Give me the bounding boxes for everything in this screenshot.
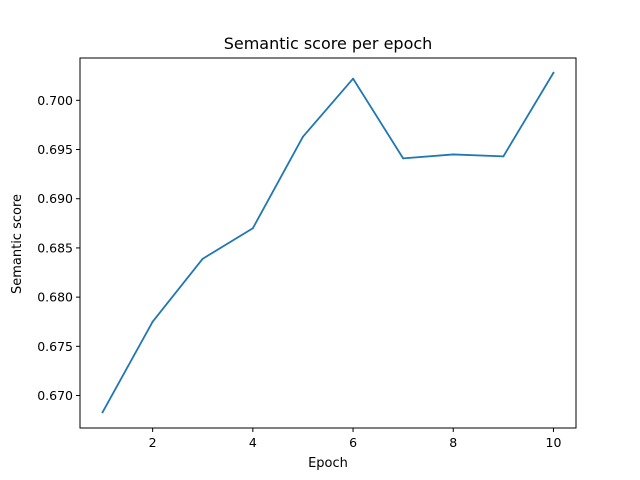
data-point xyxy=(502,155,505,158)
data-point xyxy=(452,153,455,156)
y-axis-label: Semantic score xyxy=(10,194,25,294)
data-point xyxy=(552,71,555,74)
y-tick-label: 0.685 xyxy=(37,240,73,255)
data-point xyxy=(151,320,154,323)
x-tick-label: 2 xyxy=(149,435,157,450)
data-point xyxy=(402,157,405,160)
y-tick-label: 0.670 xyxy=(37,388,73,403)
axes-frame xyxy=(79,57,577,429)
y-tick-label: 0.690 xyxy=(37,191,73,206)
x-tick-label: 10 xyxy=(546,435,562,450)
data-point xyxy=(302,135,304,138)
y-tick-label: 0.675 xyxy=(37,339,73,354)
y-tick-label: 0.680 xyxy=(37,290,73,305)
x-tick-label: 6 xyxy=(349,435,357,450)
data-point xyxy=(201,257,204,260)
series-line-0 xyxy=(101,71,555,414)
data-point xyxy=(251,227,254,230)
x-axis-label: Epoch xyxy=(308,456,348,471)
plot-area: 2 4 6 8 10 0.670 0.675 0.680 0.685 0.690 0.695 0.70… xyxy=(37,57,577,450)
y-tick-label: 0.700 xyxy=(37,93,73,108)
y-tick-label: 0.695 xyxy=(37,142,73,157)
x-tick-label: 8 xyxy=(449,435,457,450)
x-tick-label: 4 xyxy=(249,435,257,450)
data-point xyxy=(352,77,354,80)
chart-title: Semantic score per epoch xyxy=(224,34,433,53)
data-point xyxy=(101,411,104,414)
